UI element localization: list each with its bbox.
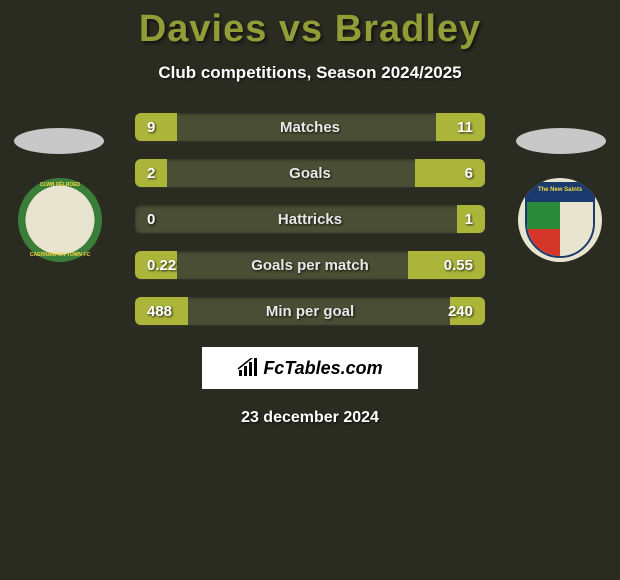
club-left-top-text: CLWB PÊLROED (18, 182, 102, 188)
player-right-placeholder (516, 128, 606, 154)
brand-box[interactable]: FcTables.com (202, 347, 418, 389)
stat-label: Hattricks (278, 211, 342, 228)
quad-2 (560, 202, 593, 229)
stat-value-left: 0 (147, 211, 155, 228)
stat-value-right: 240 (448, 303, 473, 320)
stat-value-right: 6 (465, 165, 473, 182)
quad-4 (560, 229, 593, 256)
stat-value-left: 2 (147, 165, 155, 182)
stat-value-right: 11 (457, 119, 473, 136)
stat-row: 9 Matches 11 (135, 113, 485, 141)
stat-value-right: 0.55 (444, 257, 473, 274)
player-left-placeholder (14, 128, 104, 154)
stat-value-right: 1 (465, 211, 473, 228)
stat-label: Goals per match (251, 257, 369, 274)
stat-row: 0.22 Goals per match 0.55 (135, 251, 485, 279)
stat-fill-left (135, 113, 177, 141)
page-title: Davies vs Bradley (0, 0, 620, 51)
stat-value-left: 0.22 (147, 257, 176, 274)
stats-container: 9 Matches 11 2 Goals 6 0 Hattricks 1 0.22 Goals pe… (135, 113, 485, 325)
stat-value-left: 488 (147, 303, 172, 320)
quad-1 (527, 202, 560, 229)
stat-row: 0 Hattricks 1 (135, 205, 485, 233)
club-badge-left: CLWB PÊLROED CAERNARFON TOWN FC (18, 178, 102, 262)
stat-label: Matches (280, 119, 340, 136)
brand-text: FcTables.com (263, 358, 382, 379)
stat-value-left: 9 (147, 119, 155, 136)
club-left-bottom-text: CAERNARFON TOWN FC (18, 252, 102, 258)
chart-icon (237, 358, 259, 378)
page-subtitle: Club competitions, Season 2024/2025 (0, 63, 620, 83)
club-right-banner: The New Saints (527, 184, 593, 202)
club-right-quadrants (527, 202, 593, 256)
stat-label: Goals (289, 165, 331, 182)
club-right-shield: The New Saints (525, 182, 595, 258)
stat-row: 2 Goals 6 (135, 159, 485, 187)
quad-3 (527, 229, 560, 256)
footer-date: 23 december 2024 (0, 409, 620, 427)
stat-row: 488 Min per goal 240 (135, 297, 485, 325)
stat-fill-right (415, 159, 485, 187)
stat-label: Min per goal (266, 303, 354, 320)
club-badge-right: The New Saints (518, 178, 602, 262)
